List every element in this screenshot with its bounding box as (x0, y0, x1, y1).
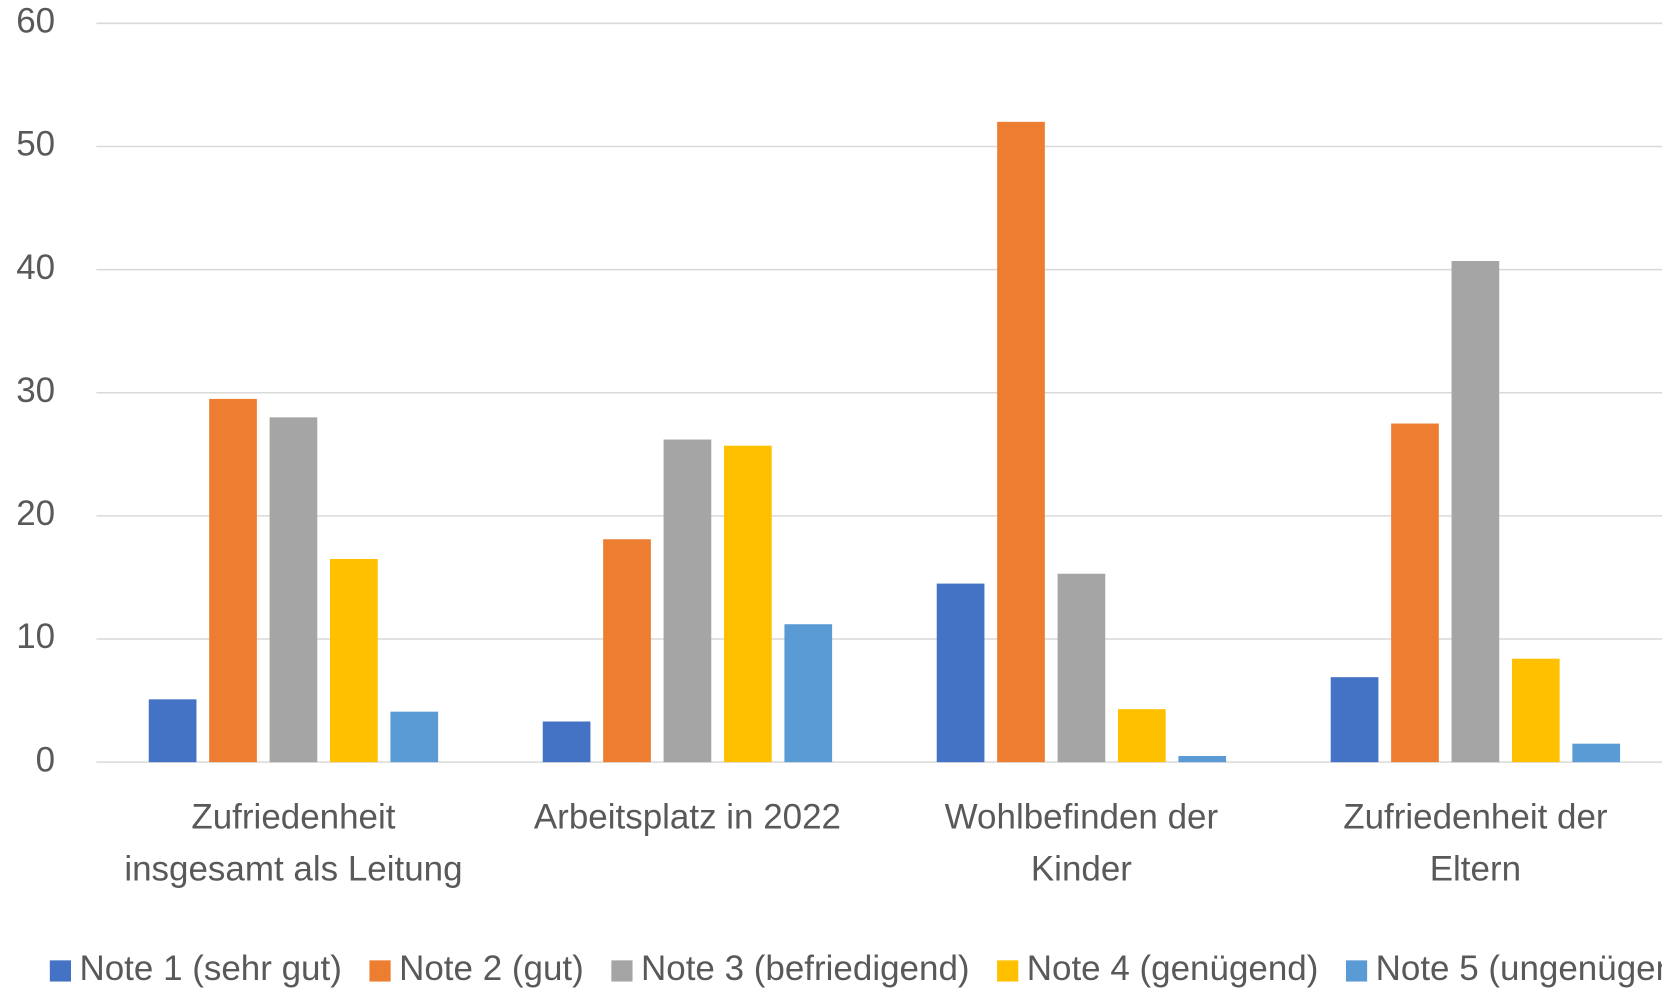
legend-label: Note 5 (ungenügend (1376, 949, 1662, 988)
bar (209, 398, 257, 763)
bar (603, 539, 651, 763)
bar (269, 417, 318, 763)
x-tick-label: insgesamt als Leitung (124, 850, 462, 889)
bar (1451, 260, 1500, 763)
bar (936, 583, 985, 763)
legend-label: Note 1 (sehr gut) (79, 949, 341, 988)
y-tick-label: 30 (16, 371, 55, 410)
bar (663, 439, 712, 763)
legend-label: Note 3 (befriedigend) (641, 949, 970, 988)
bar (1057, 573, 1106, 763)
x-tick-label: Arbeitsplatz in 2022 (534, 798, 841, 837)
bar (390, 711, 439, 763)
bar (784, 624, 833, 763)
bar (148, 699, 197, 763)
y-tick-label: 50 (16, 125, 55, 164)
legend-label: Note 4 (genügend) (1027, 949, 1319, 988)
legend-swatch (369, 960, 391, 982)
bar (1117, 709, 1166, 763)
legend-swatch (49, 960, 72, 982)
y-tick-label: 60 (16, 2, 55, 41)
bar (1178, 755, 1227, 763)
legend-swatch (1345, 960, 1368, 982)
bar (997, 121, 1045, 763)
bar (330, 558, 378, 763)
legend-label: Note 2 (gut) (399, 949, 584, 988)
legend-swatch (997, 960, 1019, 982)
bar (1511, 658, 1560, 763)
y-tick-label: 40 (16, 248, 55, 287)
y-tick-label: 10 (16, 617, 55, 656)
x-tick-label: Eltern (1430, 850, 1521, 889)
x-tick-label: Zufriedenheit der (1343, 798, 1608, 837)
legend-swatch (611, 960, 633, 982)
y-tick-label: 0 (36, 740, 55, 779)
bar (723, 445, 772, 763)
x-tick-label: Wohlbefinden der (945, 798, 1219, 837)
bar (1391, 423, 1439, 763)
x-tick-label: Zufriedenheit (191, 798, 395, 837)
bar (542, 721, 591, 763)
x-tick-label: Kinder (1031, 850, 1132, 889)
y-tick-label: 20 (16, 494, 55, 533)
bar (1572, 743, 1621, 763)
bar (1330, 677, 1379, 763)
